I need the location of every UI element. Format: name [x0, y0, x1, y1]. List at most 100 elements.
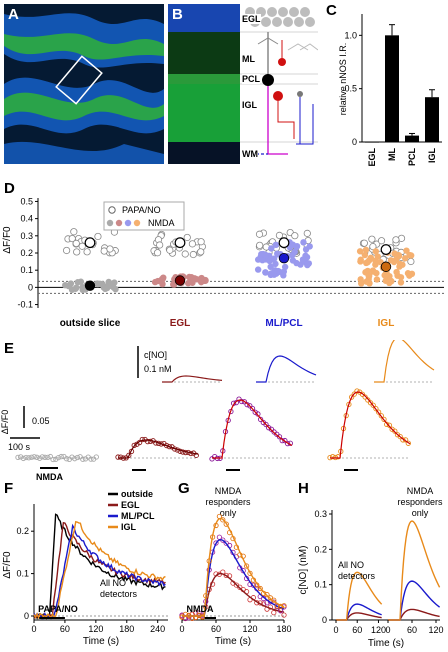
h-y-tick-label: 0.1: [314, 580, 327, 590]
d-nmda-point: [268, 245, 275, 252]
d-nmda-point: [74, 279, 81, 286]
d-papa-point: [63, 246, 71, 255]
h-series-line: [336, 612, 382, 621]
e-trace-point: [362, 394, 368, 400]
g-trace-point: [271, 610, 277, 616]
d-papa-point: [377, 237, 386, 245]
d-y-tick-label: 0.3: [20, 231, 33, 241]
micrograph-a: [4, 4, 164, 164]
g-trace-point: [223, 540, 229, 546]
e-trace-point: [193, 452, 199, 458]
d-papa-point: [197, 248, 205, 256]
d-nmda-point: [362, 269, 369, 276]
d-nmda-point: [399, 261, 406, 268]
e-trace-point: [45, 454, 51, 461]
h-y-axis-label: c[NO] (nM): [298, 546, 309, 595]
d-legend-nmda-marker: [106, 219, 114, 227]
d-papa-point: [83, 248, 91, 256]
e-trace-point: [18, 454, 24, 460]
h-x-tick-label: 60: [407, 625, 417, 635]
d-legend-papa-marker: [108, 206, 116, 214]
d-nmda-point: [406, 251, 413, 259]
g-trace-point: [220, 517, 226, 523]
d-nmda-point: [188, 274, 195, 281]
d-papa-point: [189, 250, 197, 259]
e-trace-point: [378, 413, 384, 419]
c-category-label: IGL: [427, 147, 437, 163]
e-trace-point: [266, 425, 272, 431]
e-scale-y-label: ΔF/F0: [0, 410, 10, 435]
e-fit-line: [212, 399, 293, 459]
c-bar: [405, 135, 419, 142]
f-x-tick-label: 0: [31, 624, 36, 634]
d-papa-point: [94, 232, 102, 241]
e-trace-point: [55, 454, 62, 461]
h-x-tick-label: 0: [333, 625, 338, 635]
e-trace-point: [77, 454, 83, 460]
e-trace-point: [31, 454, 37, 460]
d-y-tick-label: 0.4: [20, 214, 33, 224]
d-nmda-point: [381, 272, 389, 279]
f-x-tick-label: 120: [88, 624, 103, 634]
panel-label-e: E: [4, 340, 15, 357]
d-nmda-point: [397, 274, 405, 281]
d-nmda-point: [262, 269, 269, 276]
e-trace-point: [20, 455, 27, 462]
e-trace-point: [370, 402, 376, 408]
panel-label-c: C: [326, 2, 337, 19]
d-nmda-point: [388, 278, 395, 285]
e-trace-point: [26, 455, 32, 461]
chart-f: 0 0.1 0.2 0 60 120 180 240 Time (s) ΔF/F0 outsideE…: [2, 489, 168, 647]
d-nmda-point: [357, 256, 364, 263]
h-x-axis-label: Time (s): [368, 638, 404, 649]
c-category-label: ML: [387, 148, 397, 161]
e-trace-point: [80, 456, 86, 462]
d-papa-point: [368, 235, 376, 243]
d-papa-point: [78, 242, 86, 250]
e-trace-point: [241, 399, 248, 405]
g-x-tick-label: 0: [179, 624, 184, 634]
h-annotation-right: NMDA: [407, 486, 434, 496]
f-x-tick-label: 240: [150, 624, 165, 634]
d-nmda-point: [293, 259, 300, 267]
e-cno-trace: [162, 375, 223, 383]
c-y-tick-label: 1.0: [344, 30, 357, 40]
g-annotation: only: [220, 508, 237, 518]
e-trace-point: [384, 421, 390, 427]
g-stimulus-label: NMDA: [187, 604, 214, 614]
h-series-line: [336, 571, 383, 621]
d-nmda-point: [267, 263, 274, 271]
e-trace-point: [88, 456, 94, 462]
e-scale-x-label: 100 s: [8, 442, 31, 452]
e-trace-point: [386, 422, 393, 428]
e-fit-line: [118, 439, 199, 459]
panel-label-b: B: [172, 6, 183, 23]
e-cno-trace: [374, 340, 435, 383]
h-x-tick-label: 60: [352, 625, 362, 635]
d-nmda-point: [197, 278, 205, 286]
micrograph-a-image: [4, 4, 164, 164]
d-nmda-point: [160, 274, 167, 281]
e-trace-point: [359, 391, 366, 397]
g-trace-point: [237, 584, 243, 590]
d-nmda-point: [362, 246, 370, 254]
e-trace-point: [139, 436, 145, 443]
e-trace-point: [163, 442, 170, 449]
e-trace-point: [53, 456, 59, 462]
d-papa-point: [407, 257, 415, 266]
g-trace-point: [179, 614, 185, 620]
f-x-tick-label: 60: [60, 624, 70, 634]
h-series-line: [388, 520, 441, 621]
h-series-line: [336, 603, 382, 621]
d-papa-point: [156, 241, 164, 249]
layer-label-pcl: PCL: [242, 74, 260, 84]
d-nmda-point: [300, 239, 307, 246]
d-category-label: EGL: [170, 318, 191, 329]
d-papa-mean: [278, 237, 290, 249]
c-y-tick-label: 0.5: [344, 84, 357, 94]
layer-label-egl: EGL: [242, 14, 261, 24]
h-x-tick-label: 120: [371, 625, 386, 635]
c-category-label: EGL: [367, 148, 377, 167]
e-trace-point: [268, 426, 275, 432]
d-papa-point: [72, 239, 80, 247]
